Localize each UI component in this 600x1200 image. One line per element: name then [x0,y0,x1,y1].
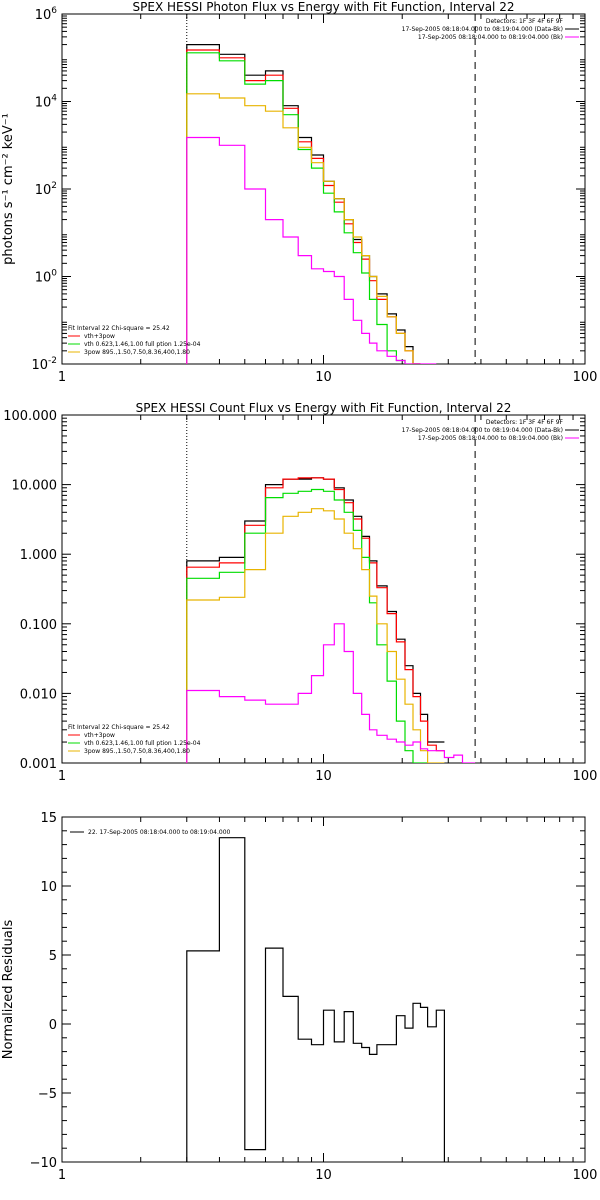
legend-text: 22. 17-Sep-2005 08:18:04.000 to 08:19:04… [88,829,231,836]
legend-text: vth 0.623,1.46,1.00 full ption 1.25e-04 [84,341,201,348]
y-tick-label: 10 [40,880,57,895]
legend-text: 17-Sep-2005 08:18:04.000 to 08:19:04.000… [418,435,563,442]
x-tick-label: 1 [58,370,66,385]
y-tick-label: 1.000 [20,548,57,563]
y-tick-label: 10.000 [12,479,58,494]
series-4-step-line [186,93,421,364]
plot-frame [61,414,586,764]
y-tick-label: 100 [35,269,58,286]
y-tick-base: 10 [35,271,52,286]
series-5-step-line [186,136,437,364]
series-3-step-line [186,52,421,364]
legend-text: vth+3pow [84,333,115,340]
legend-text: 3pow 895.,1.50,7.50,8.36,400,1.80 [84,349,190,356]
y-tick-base: 10 [35,183,52,198]
y-tick-exponent: -2 [48,356,57,366]
series-5-step-line [186,623,476,763]
x-tick-label: 100 [573,769,598,784]
plot-title: SPEX HESSI Count Flux vs Energy with Fit… [136,401,512,415]
legend-text: Fit Interval 22 Chi-square = 25.42 [68,325,170,332]
y-tick-label: 0.001 [20,757,57,772]
series-1-step-line [186,477,445,763]
y-axis-label: Normalized Residuals [1,920,16,1060]
y-tick-label: 102 [35,181,57,198]
y-tick-base: 10 [31,358,48,373]
x-tick-label: 100 [573,370,598,385]
plot-2: SPEX HESSI Count Flux vs Energy with Fit… [3,401,597,784]
plot-title: SPEX HESSI Photon Flux vs Energy with Fi… [133,0,515,14]
y-tick-label: 0.100 [20,618,57,633]
legend-text: 3pow 895.,1.50,7.50,8.36,400,1.80 [84,748,190,755]
series-2-step-line [186,477,445,763]
legend-text: vth 0.623,1.46,1.00 full ption 1.25e-04 [84,740,201,747]
y-tick-exponent: 6 [51,6,57,16]
y-tick-label: 15 [40,811,57,826]
y-tick-label: 5 [49,949,57,964]
x-tick-label: 10 [315,370,332,385]
series-2-step-line [186,49,421,364]
plot-3: 1 10 100 15 10 5 0 −5 −10 Normalized Residuals 22.… [1,811,597,1183]
y-tick-label: −10 [30,1156,57,1171]
legend-text: 17-Sep-2005 08:18:04.000 to 08:19:04.000… [402,26,563,33]
plot-1: SPEX HESSI Photon Flux vs Energy with Fi… [1,0,597,385]
series-4-step-line [186,508,445,763]
series-3-step-line [186,488,428,763]
y-tick-exponent: 0 [51,269,57,279]
y-tick-base: 10 [35,8,52,23]
plot-frame [61,816,586,1163]
x-tick-label: 100 [573,1168,598,1183]
y-tick-base: 10 [35,96,52,111]
legend-text: 17-Sep-2005 08:18:04.000 to 08:19:04.000… [402,427,563,434]
x-tick-label: 1 [58,1168,66,1183]
x-tick-label: 1 [58,769,66,784]
y-tick-exponent: 2 [51,181,57,191]
y-tick-label: 10-2 [31,356,57,373]
y-tick-label: 106 [35,6,58,23]
legend-text: vth+3pow [84,732,115,739]
x-tick-label: 10 [315,769,332,784]
legend-text: Fit Interval 22 Chi-square = 25.42 [68,724,170,731]
y-tick-label: 104 [35,94,58,111]
legend-text: 17-Sep-2005 08:18:04.000 to 08:19:04.000… [418,34,563,41]
y-tick-label: 100.000 [3,409,57,424]
series-1-step-line [186,837,445,1162]
y-tick-label: 0 [49,1018,57,1033]
y-tick-label: −5 [38,1087,57,1102]
x-tick-label: 10 [315,1168,332,1183]
y-tick-exponent: 4 [51,94,57,104]
y-tick-label: 0.010 [20,687,57,702]
series-1-step-line [186,44,421,364]
legend-text: Detectors: 1F 3F 4F 6F 9F [486,18,564,25]
legend-text: Detectors: 1F 3F 4F 6F 9F [486,419,564,426]
y-axis-label: photons s⁻¹ cm⁻² keV⁻¹ [1,113,16,265]
